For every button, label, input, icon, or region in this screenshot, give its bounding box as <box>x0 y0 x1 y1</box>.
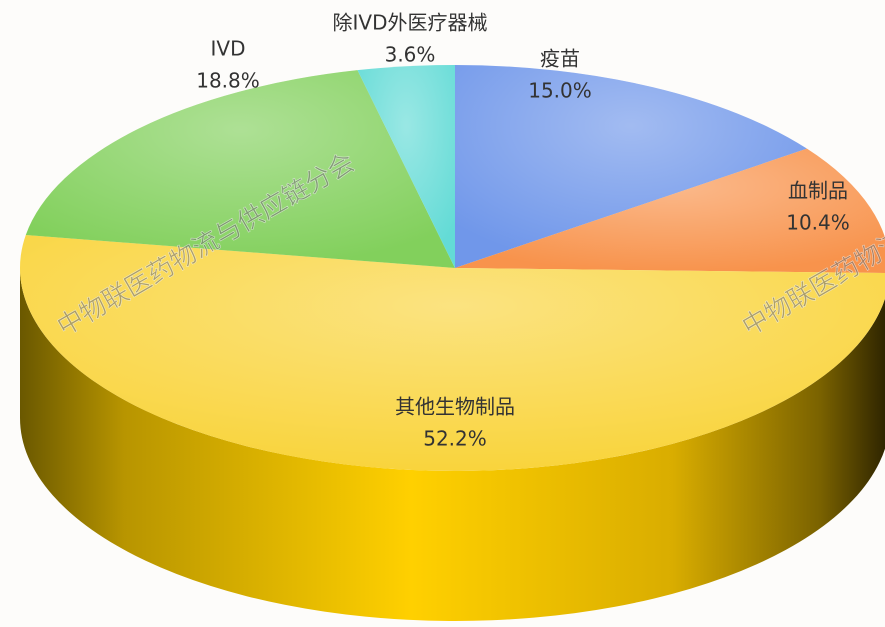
value-label: 52.2% <box>423 427 487 451</box>
slice-shine <box>25 70 455 268</box>
pie-side <box>20 268 885 622</box>
slice-label: IVD <box>211 37 246 61</box>
value-label: 18.8% <box>196 69 260 93</box>
slice-label: 疫苗 <box>540 47 580 71</box>
slice-shine <box>20 234 885 471</box>
slice-label: 除IVD外医疗器械 <box>333 11 488 35</box>
value-label: 3.6% <box>385 43 436 67</box>
slice-shine <box>357 65 455 268</box>
slice-shine <box>455 148 885 274</box>
value-label: 10.4% <box>786 211 850 235</box>
slice-shine <box>455 65 807 268</box>
value-label: 15.0% <box>528 79 592 103</box>
slice-label: 血制品 <box>788 179 848 203</box>
slice-label: 其他生物制品 <box>395 395 515 419</box>
